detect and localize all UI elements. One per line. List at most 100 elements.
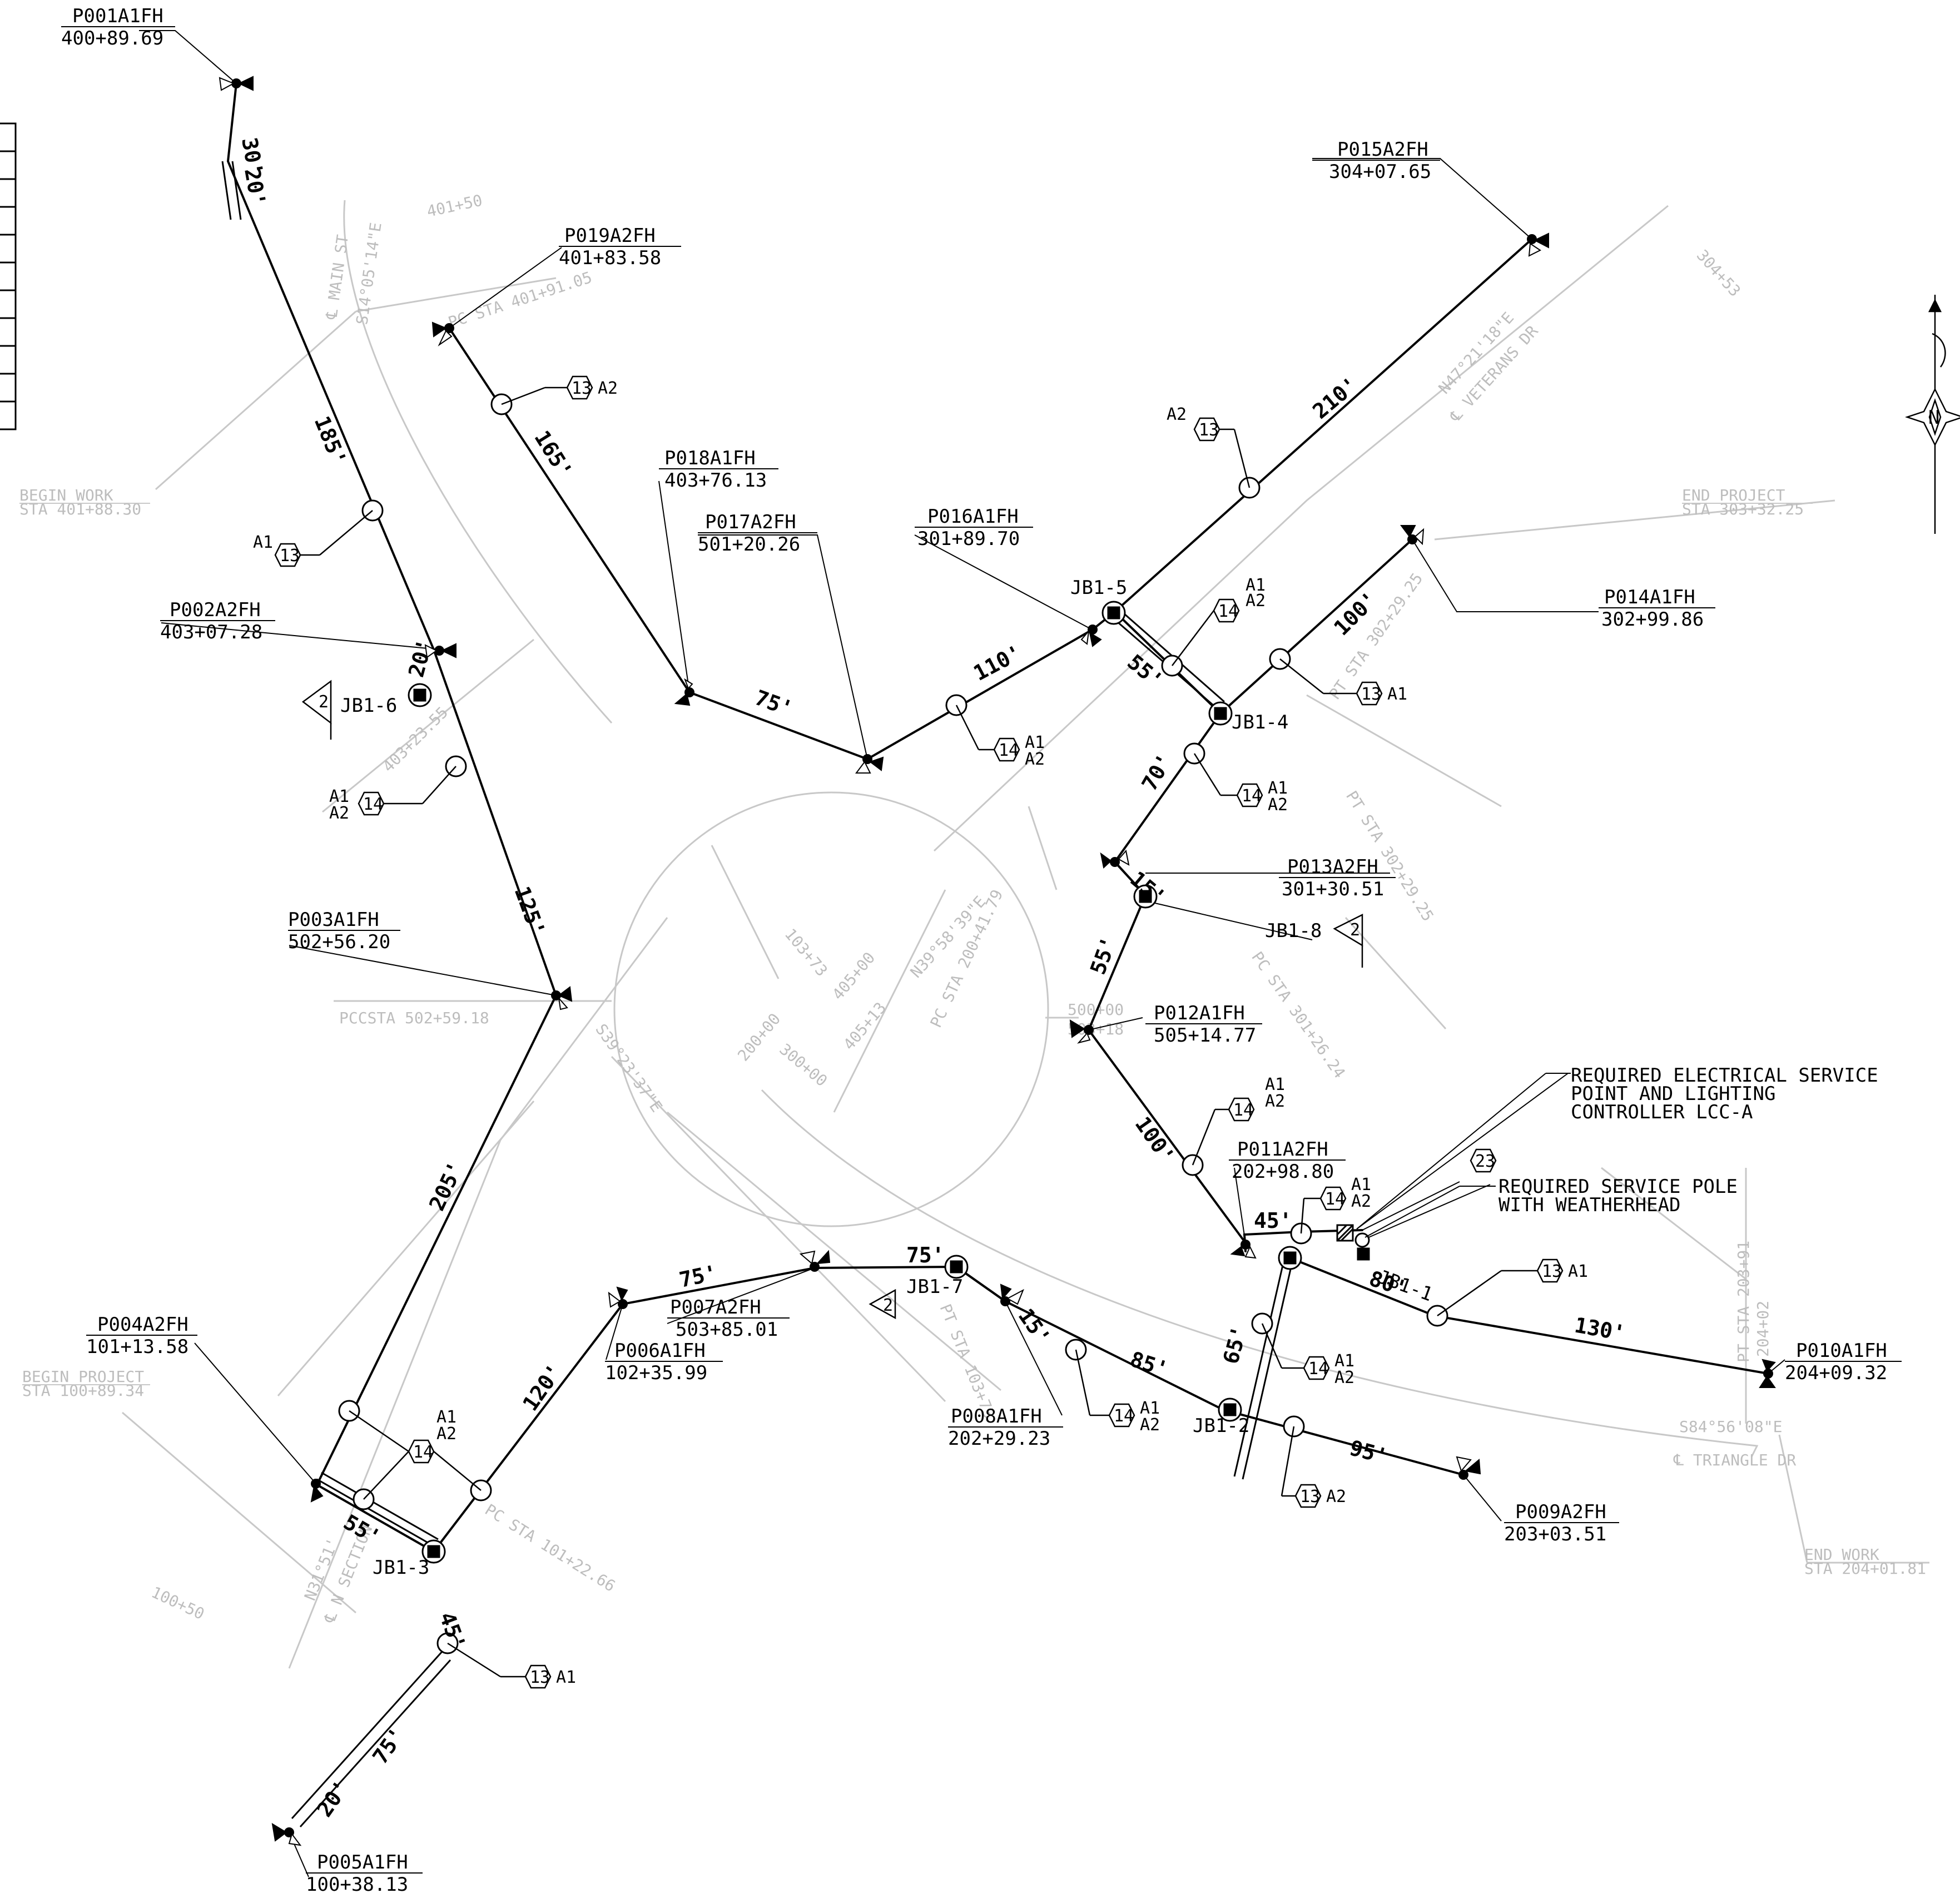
pole-station-p009: 203+03.51: [1504, 1523, 1606, 1545]
pole-id-p009: P009A2FH: [1515, 1501, 1606, 1523]
pole-id-p007: P007A2FH: [670, 1296, 761, 1319]
revision-triangles: [301, 680, 1363, 1320]
conductor-tag: A1: [556, 1668, 576, 1687]
hex-ref-14: [1300, 1186, 1347, 1234]
light-pole-p008: [1000, 1283, 1024, 1306]
pc-101-label: PC STA 101+22.66: [482, 1500, 618, 1595]
end-work-station: STA 204+01.81: [1804, 1559, 1926, 1578]
hex-ref-14: [1192, 1097, 1255, 1166]
conductor-tag: A1: [1568, 1262, 1588, 1281]
pole-station-p003: 502+56.20: [288, 931, 390, 953]
main-st-centerline: [343, 200, 613, 724]
light-pole-p002: [424, 643, 456, 658]
light-pole-p012: [1069, 1019, 1094, 1044]
pole-callouts: P001A1FH 400+89.69 P002A2FH 403+07.28 P0…: [61, 5, 1902, 1896]
revision-tag: 2: [883, 1296, 893, 1315]
pole-id-p002: P002A2FH: [170, 599, 261, 621]
segment-length: 85': [1127, 1347, 1171, 1382]
ref-number: 13: [1361, 685, 1381, 704]
light-pole-p006: [608, 1286, 628, 1309]
hex-ref-14: [1193, 753, 1263, 807]
light-pole-p003: [551, 986, 573, 1010]
light-pole-p011: [1230, 1240, 1257, 1259]
sta-401-50: 401+50: [425, 191, 484, 221]
service-note-line: REQUIRED ELECTRICAL SERVICE: [1571, 1064, 1878, 1087]
pt-103-label: PT STA 103+73: [936, 1301, 999, 1421]
segment-length: 95': [1347, 1435, 1391, 1469]
jb-label: JB1-8: [1265, 920, 1322, 942]
segment-length: 80': [1366, 1266, 1410, 1301]
pole-station-p015: 304+07.65: [1329, 161, 1431, 183]
hex-ref-14: [1261, 1323, 1330, 1380]
pole-id-p014: P014A1FH: [1604, 586, 1695, 608]
service-pole-note-line: WITH WEATHERHEAD: [1498, 1194, 1681, 1216]
segment-length: 45': [1254, 1208, 1292, 1233]
ref-number: 14: [363, 795, 383, 814]
pole-station-p010: 204+09.32: [1785, 1362, 1887, 1384]
hex-ref-13: [274, 510, 373, 567]
end-project-label: END PROJECT: [1682, 486, 1785, 504]
light-pole-p005: [271, 1823, 302, 1846]
segment-length: 55': [1085, 934, 1122, 978]
pole-id-p019: P019A2FH: [564, 225, 656, 247]
sta-100-50: 100+50: [148, 1583, 207, 1623]
light-pole-p017: [855, 754, 884, 774]
pole-id-p013: P013A2FH: [1287, 856, 1378, 878]
light-pole-p001: [219, 76, 254, 91]
conductor-tag: A1: [1025, 733, 1045, 752]
segment-length: 75': [752, 685, 796, 721]
sta-103-73: 103+73: [781, 925, 831, 980]
pcc-502-label: PCCSTA 502+59.18: [339, 1009, 489, 1027]
pole-id-p004: P004A2FH: [97, 1314, 188, 1336]
pole-station-p011: 202+98.80: [1232, 1161, 1334, 1183]
begin-work-station: STA 401+88.30: [19, 500, 141, 518]
pole-station-p012: 505+14.77: [1154, 1024, 1256, 1047]
hex-ref-13: [501, 375, 593, 405]
triangle-bearing: S84°56'08"E: [1679, 1418, 1782, 1436]
pole-station-p005: 100+38.13: [306, 1874, 408, 1896]
segment-length: 75': [368, 1723, 409, 1768]
pc-301-label: PC STA 301+26.24: [1248, 948, 1349, 1082]
segment-length: 20': [312, 1776, 354, 1821]
end-project-station: STA 303+32.25: [1682, 500, 1804, 518]
sta-200-00: 200+00: [734, 1010, 784, 1065]
jb-label: JB1-4: [1232, 711, 1288, 734]
veterans-dr-centerline: [933, 205, 1669, 852]
sta-204-02-label: 204+02: [1754, 1301, 1772, 1357]
pole-station-p004: 101+13.58: [86, 1336, 188, 1358]
conductor-callouts: [274, 375, 1564, 1689]
begin-project-station: STA 100+89.34: [22, 1381, 144, 1400]
light-pole-p019: [431, 321, 454, 346]
hex-ref-13: [1281, 1426, 1322, 1508]
conductor-tag: A1: [1265, 1075, 1285, 1094]
hex-ref-14: [1075, 1349, 1135, 1428]
conductor-tag: A2: [1334, 1368, 1354, 1387]
sheet-table-fragment: [0, 122, 17, 430]
pole-station-p001: 400+89.69: [61, 27, 163, 49]
pole-id-p010: P010A1FH: [1796, 1340, 1887, 1362]
jb-label: JB1-5: [1070, 577, 1127, 599]
conductor-callout-text: 13 A1 14 A1 A2 13 A2 14 A1 A2 13 A2 14 A…: [253, 379, 1588, 1687]
service-note-line: CONTROLLER LCC-A: [1571, 1101, 1753, 1123]
ref-number: 14: [999, 741, 1019, 760]
junction-box: [1101, 601, 1126, 625]
service-pole-note-line: REQUIRED SERVICE POLE: [1498, 1176, 1738, 1198]
ref-number: 13: [1199, 420, 1219, 440]
pole-station-p014: 302+99.86: [1601, 608, 1704, 631]
jb-label: JB1-7: [906, 1276, 963, 1298]
hex-ref-14: [349, 1410, 482, 1500]
light-poles: [219, 76, 1776, 1846]
light-pole-p009: [1456, 1456, 1481, 1480]
hex-ref-13: [1279, 658, 1383, 706]
conductor-tag: A1: [1334, 1351, 1354, 1371]
conductor-tag: A1: [1351, 1175, 1371, 1195]
pole-id-p003: P003A1FH: [288, 909, 379, 931]
segment-labels: 30' 20' 185' 20' 125' 205' 55' 45' 75' 2…: [237, 136, 1627, 1821]
conductor-tag: A2: [598, 379, 618, 398]
sta-405-13: 405+13: [840, 999, 890, 1054]
light-pole-p013: [1100, 849, 1130, 869]
ref-number: 23: [1475, 1152, 1495, 1171]
pole-station-p017: 501+20.26: [698, 533, 800, 556]
segment-length: 125': [510, 883, 550, 939]
